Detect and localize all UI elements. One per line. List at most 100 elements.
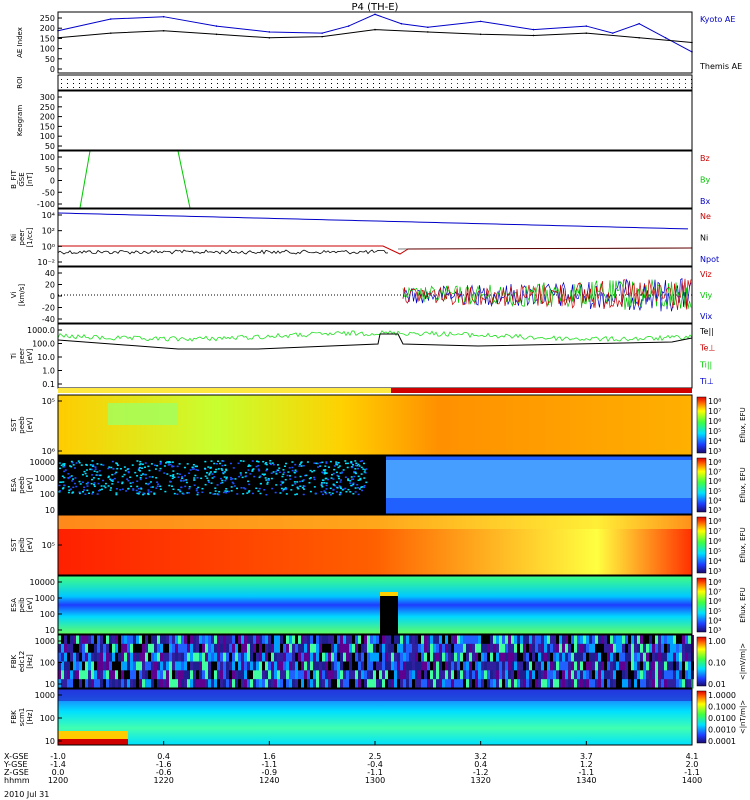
spectrogram-pixel xyxy=(294,463,297,466)
spectrogram-cell xyxy=(529,635,532,645)
spectrogram-cell xyxy=(457,661,460,671)
spectrogram-cell xyxy=(415,652,418,662)
spectrogram-cell xyxy=(484,661,487,671)
roi-dot xyxy=(283,87,284,88)
spectrogram-cell xyxy=(451,679,454,689)
spectrogram-pixel xyxy=(236,493,239,495)
spectrogram-cell xyxy=(451,670,454,680)
roi-dot xyxy=(427,87,428,88)
spectrogram-cell xyxy=(469,679,472,689)
spectrogram-cell xyxy=(355,661,358,671)
spectrogram-cell xyxy=(439,661,442,671)
spectrogram-cell xyxy=(454,679,457,689)
spectrogram-pixel xyxy=(90,468,93,471)
spectrogram-cell xyxy=(169,652,172,662)
spectrogram-cell xyxy=(79,652,82,662)
spectrogram-cell xyxy=(328,643,331,654)
spectrogram-cell xyxy=(505,661,508,671)
spectrogram-pixel xyxy=(195,489,198,492)
spectrogram-cell xyxy=(442,661,445,671)
roi-dot xyxy=(397,87,398,88)
y-tick-label: 10000 xyxy=(30,578,55,587)
spectrogram-cell xyxy=(244,670,247,680)
spectrogram-cell xyxy=(562,670,565,680)
roi-dot xyxy=(115,87,116,88)
spectrogram-cell xyxy=(487,670,490,680)
spectrogram-cell xyxy=(601,679,604,689)
spectrogram-pixel xyxy=(234,478,237,480)
y-axis-label-line: peib xyxy=(18,537,26,553)
roi-dot xyxy=(241,87,242,88)
spectrogram-pixel xyxy=(346,462,349,465)
colorbar xyxy=(696,577,707,633)
spectrogram-cell xyxy=(145,661,148,671)
y-axis-label-line: [nT] xyxy=(26,172,34,186)
spectrogram-pixel xyxy=(71,480,74,482)
roi-dot xyxy=(235,87,236,88)
ephemeris-value: -1.1 xyxy=(579,768,595,777)
roi-dot xyxy=(121,83,122,84)
spectrogram-cell xyxy=(244,661,247,671)
spectrogram-cell xyxy=(148,661,151,671)
spectrogram-cell xyxy=(217,679,220,689)
spectrogram-cell xyxy=(484,670,487,680)
spectrogram-pixel xyxy=(142,492,145,494)
spectrogram-pixel xyxy=(208,481,211,483)
y-tick-label: 100.0 xyxy=(32,340,55,349)
roi-dot xyxy=(541,79,542,80)
spectrogram-cell xyxy=(469,652,472,662)
spectrogram-pixel xyxy=(127,471,130,474)
spectrogram-cell xyxy=(340,643,343,654)
spectrogram-pixel xyxy=(91,474,94,476)
spectrogram-cell xyxy=(640,652,643,662)
spectrogram-cell xyxy=(292,661,295,671)
spectrogram-cell xyxy=(400,661,403,671)
spectrogram-pixel xyxy=(119,467,122,470)
roi-dot xyxy=(367,83,368,84)
spectrogram-pixel xyxy=(257,490,260,492)
spectrogram-cell xyxy=(277,652,280,662)
spectrogram-cell xyxy=(73,652,76,662)
spectrogram-cell xyxy=(322,679,325,689)
spectrogram-cell xyxy=(460,670,463,680)
spectrogram-cell xyxy=(658,643,661,654)
spectrogram-cell xyxy=(466,635,469,645)
spectrogram-cell xyxy=(421,670,424,680)
spectrogram-cell xyxy=(175,635,178,645)
spectrogram-cell xyxy=(199,679,202,689)
spectrogram-cell xyxy=(352,661,355,671)
y-axis-label: SST peib [eV] xyxy=(10,537,34,553)
spectrogram-cell xyxy=(628,635,631,645)
spectrogram-cell xyxy=(163,679,166,689)
roi-dot xyxy=(223,87,224,88)
spectrogram-cell xyxy=(385,670,388,680)
spectrogram-cell xyxy=(373,679,376,689)
spectrogram-cell xyxy=(163,643,166,654)
spectrogram-cell xyxy=(682,679,685,689)
data-point xyxy=(532,28,535,31)
spectrogram-cell xyxy=(463,652,466,662)
roi-dot xyxy=(265,79,266,80)
colorbar-label-text: Eflux, EFU xyxy=(739,467,747,502)
spectrogram-cell xyxy=(112,661,115,671)
ephemeris-value: 1.6 xyxy=(263,752,276,761)
roi-dot xyxy=(457,87,458,88)
spectrogram-cell xyxy=(637,643,640,654)
spectrogram-pixel xyxy=(363,462,366,465)
spectrogram-cell xyxy=(250,679,253,689)
spectrogram-pixel xyxy=(362,468,365,470)
y-tick-label: 10.0 xyxy=(37,353,55,362)
spectrogram-cell xyxy=(232,679,235,689)
spectrogram-cell xyxy=(616,643,619,654)
spectrogram-cell xyxy=(613,635,616,645)
spectrogram-cell xyxy=(115,670,118,680)
spectrogram-cell xyxy=(280,670,283,680)
spectrogram-cell xyxy=(397,643,400,654)
spectrogram-pixel xyxy=(188,487,191,490)
spectrogram-cell xyxy=(403,652,406,662)
spectrogram-cell xyxy=(631,635,634,645)
spectrogram-pixel xyxy=(214,471,217,473)
spectrogram-pixel xyxy=(358,488,361,490)
spectrogram-cell xyxy=(316,643,319,654)
